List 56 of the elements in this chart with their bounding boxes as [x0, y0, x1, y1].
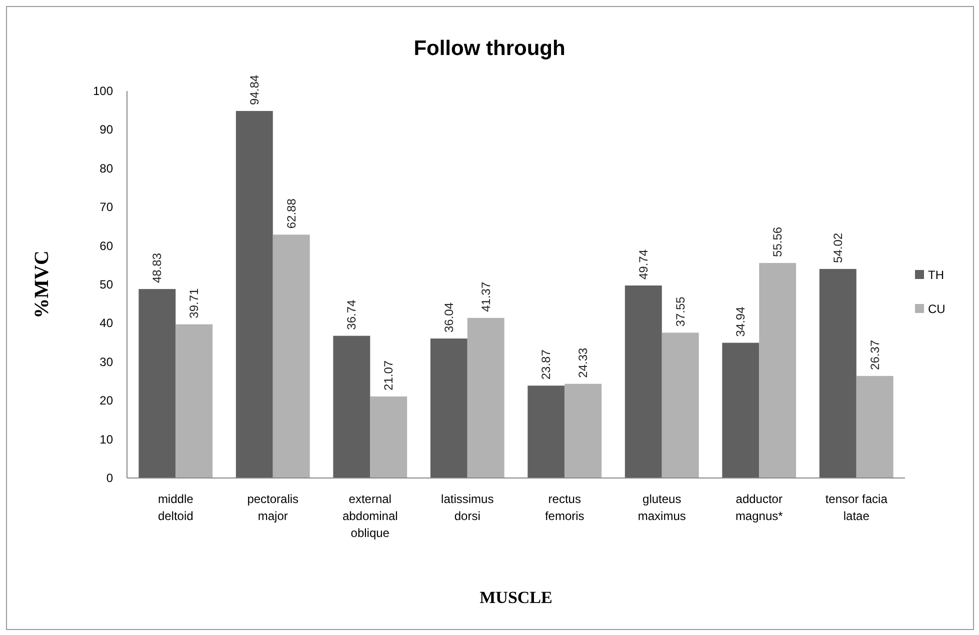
x-tick-label: gluteus maximus [638, 492, 686, 523]
y-tick-label: 70 [100, 200, 114, 214]
data-label: 36.04 [442, 302, 456, 333]
y-tick-label: 100 [92, 84, 114, 98]
x-tick-label: rectus femoris [544, 492, 584, 523]
data-label: 23.87 [539, 349, 554, 380]
legend-label: CU [928, 302, 946, 316]
bar [819, 268, 856, 478]
data-label: 94.84 [247, 74, 262, 105]
x-axis-title: MUSCLE [480, 588, 552, 607]
data-label: 39.71 [187, 288, 202, 318]
y-tick-label: 10 [100, 432, 114, 446]
data-label: 48.83 [150, 252, 164, 284]
legend-label: TH [928, 268, 944, 282]
data-label: 54.02 [830, 232, 845, 263]
data-label: 49.74 [636, 249, 650, 280]
y-tick-label: 50 [100, 278, 114, 292]
y-tick-label: 90 [100, 122, 114, 137]
x-tick-label: middle deltoid [158, 492, 194, 523]
data-label: 34.94 [734, 306, 748, 337]
bar [759, 262, 796, 478]
x-tick-label: external abdominal oblique [342, 492, 398, 540]
bar [236, 110, 273, 478]
data-label: 41.37 [478, 282, 493, 312]
data-label: 55.56 [770, 226, 785, 257]
bar [370, 396, 408, 478]
bar [528, 386, 565, 478]
bar [138, 289, 176, 478]
data-label: 62.88 [284, 198, 298, 229]
y-tick-label: 40 [100, 316, 114, 330]
x-tick-label: adductor magnus* [735, 492, 784, 523]
bar [176, 324, 213, 478]
data-label: 37.55 [673, 296, 688, 327]
y-tick-label: 30 [100, 354, 114, 369]
y-tick-label: 20 [100, 394, 114, 408]
x-tick-label: tensor facia latae [825, 492, 888, 523]
y-tick-label: 80 [100, 161, 114, 176]
x-tick-label: pectoralis major [247, 492, 299, 523]
bar [722, 342, 760, 478]
data-label: 24.33 [576, 347, 590, 378]
chart-title: Follow through [414, 37, 566, 60]
bar [430, 338, 468, 478]
data-label: 26.37 [868, 340, 882, 370]
bar [624, 286, 662, 478]
y-axis-title: %MVC [31, 250, 53, 318]
data-label: 21.07 [382, 360, 396, 390]
y-tick-label: 60 [100, 238, 114, 253]
bar [467, 318, 504, 478]
bar [333, 336, 370, 478]
bar [272, 234, 310, 478]
data-label: 36.74 [344, 299, 359, 330]
bar [662, 332, 699, 478]
bar [856, 376, 894, 478]
bar [564, 384, 602, 478]
y-tick-label: 0 [106, 471, 114, 485]
x-tick-label: latissimus dorsi [441, 492, 494, 523]
